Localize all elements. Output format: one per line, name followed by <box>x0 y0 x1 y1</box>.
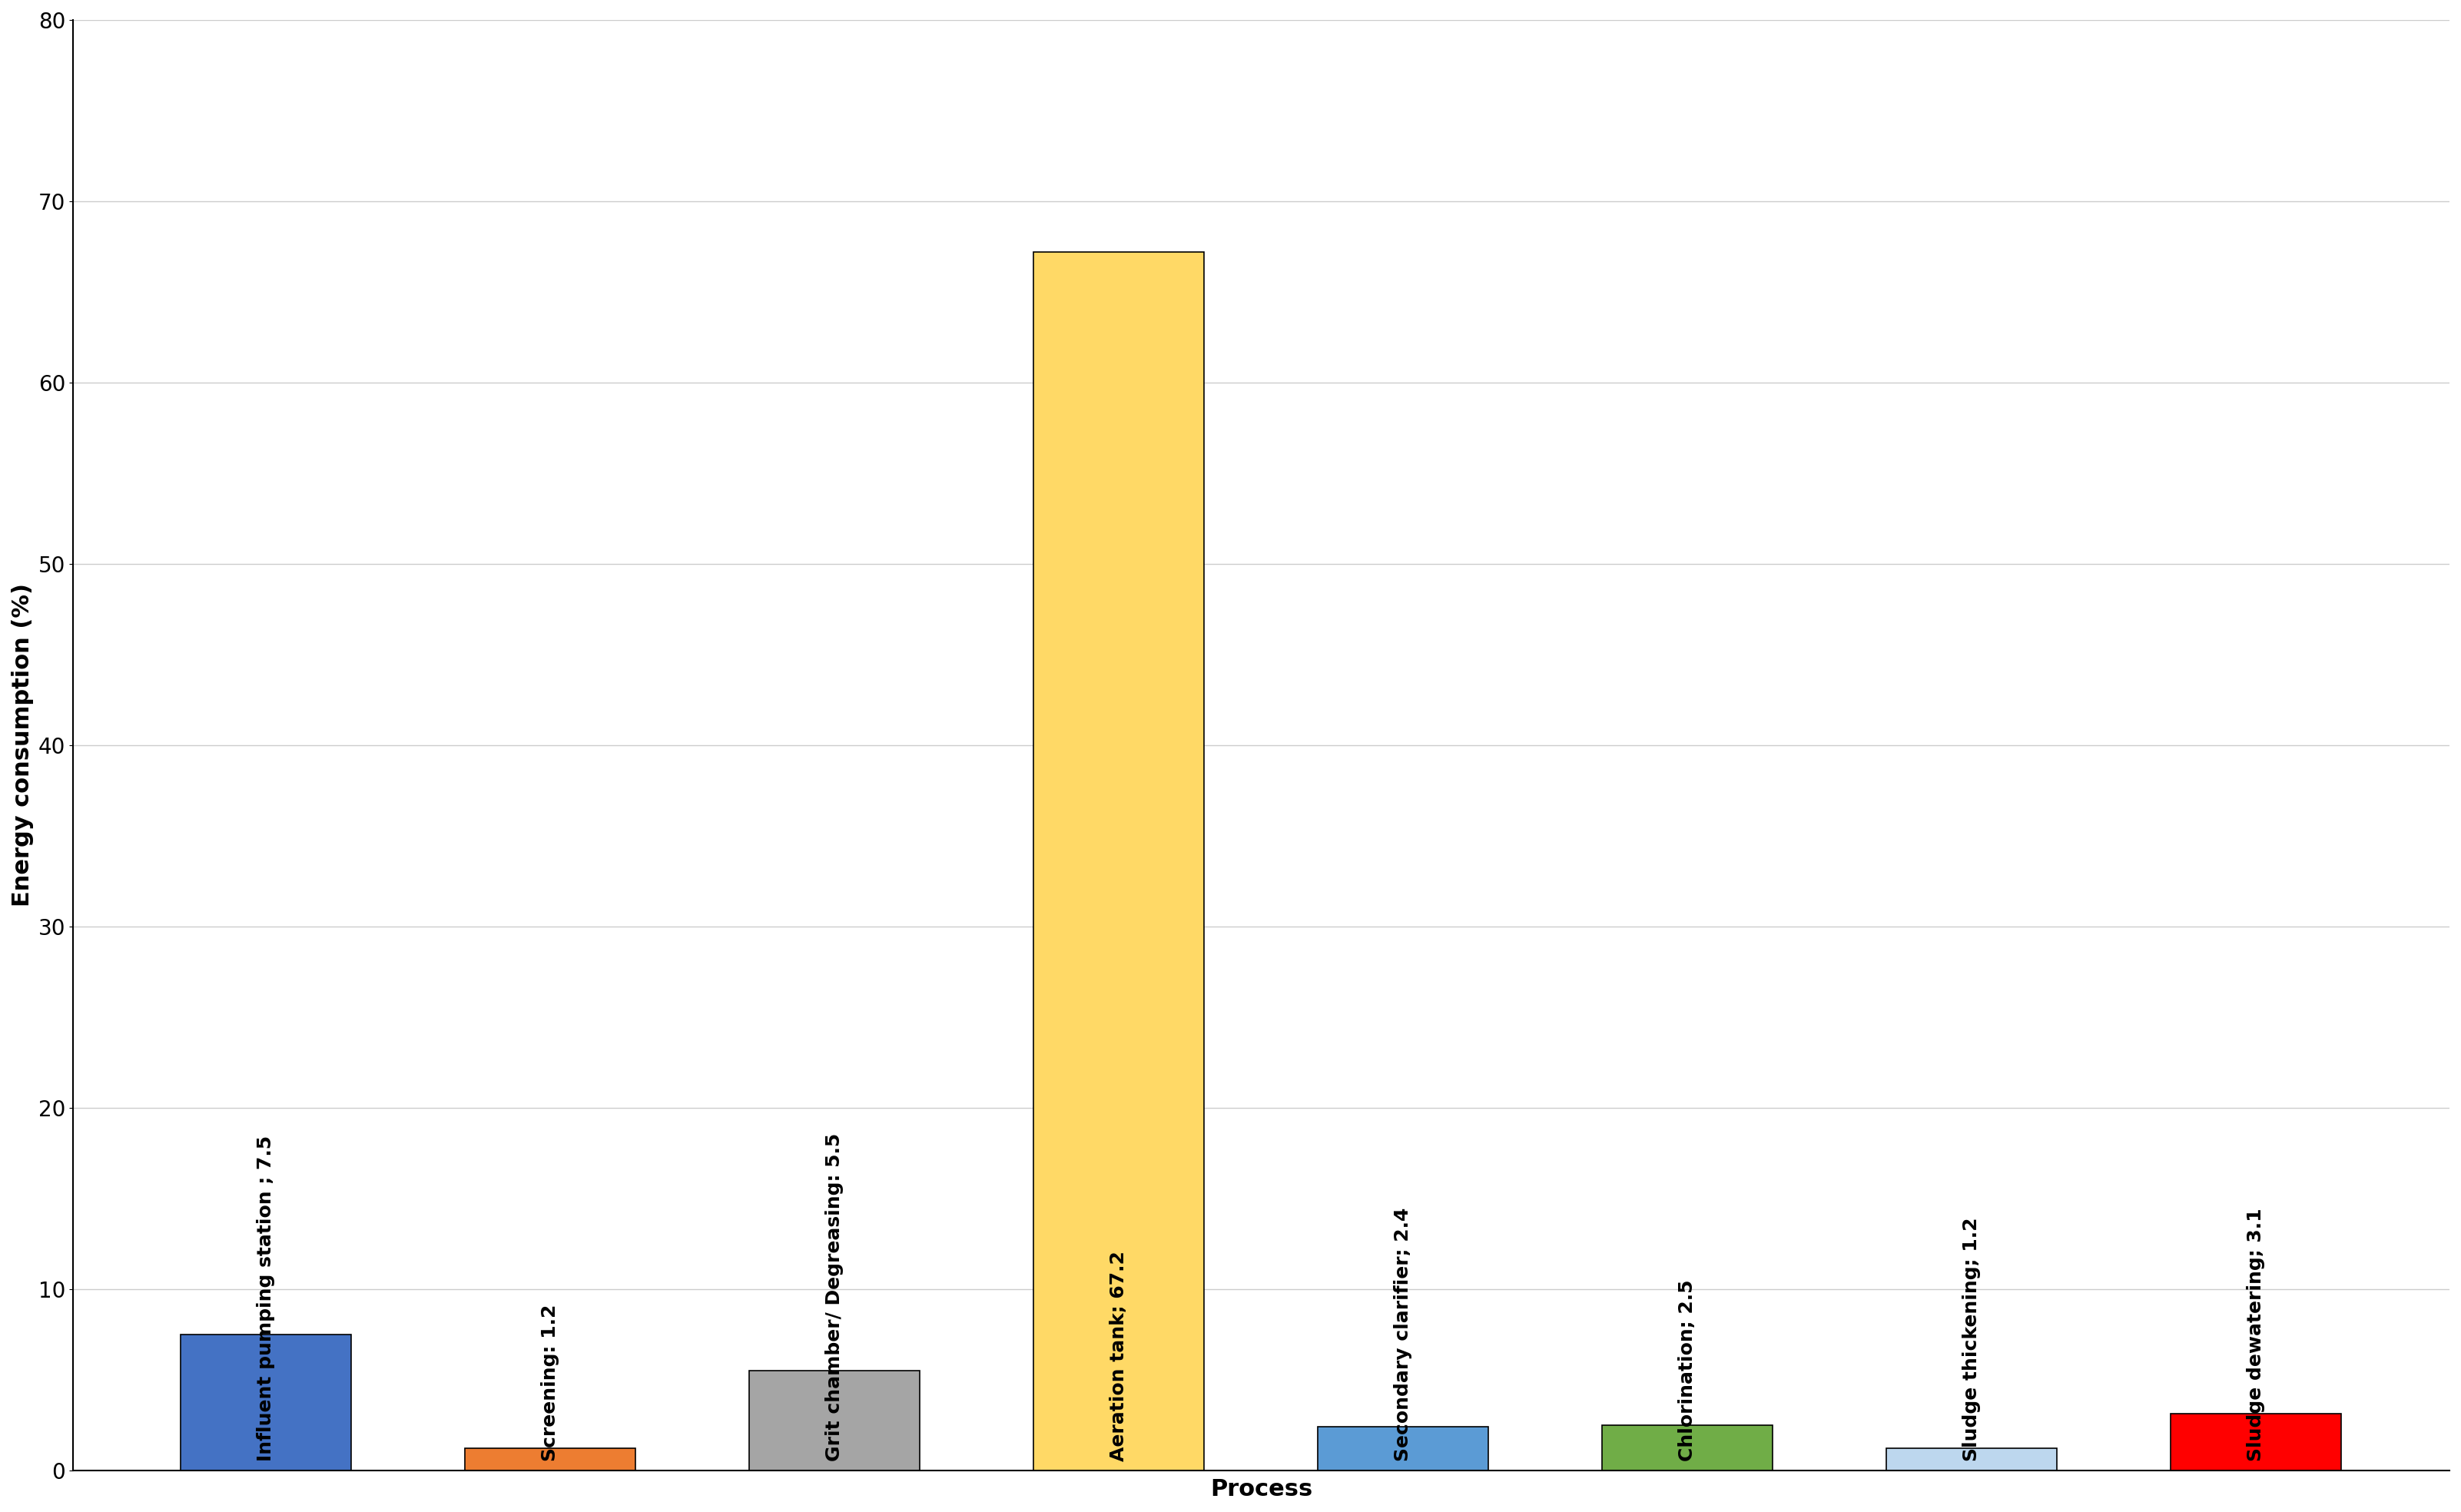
Bar <box>1602 1424 1772 1470</box>
Y-axis label: Energy consumption (%): Energy consumption (%) <box>12 584 34 907</box>
Text: Influent pumping station ; 7.5: Influent pumping station ; 7.5 <box>256 1136 276 1461</box>
Text: Chlorination; 2.5: Chlorination; 2.5 <box>1678 1279 1696 1461</box>
Bar <box>751 1370 920 1470</box>
Text: Screening: 1.2: Screening: 1.2 <box>541 1305 559 1461</box>
Bar <box>465 1448 635 1470</box>
Text: Grit chamber/ Degreasing: 5.5: Grit chamber/ Degreasing: 5.5 <box>824 1132 844 1461</box>
Text: Sludge thickening; 1.2: Sludge thickening; 1.2 <box>1964 1217 1981 1461</box>
Bar <box>180 1334 352 1470</box>
Bar <box>1888 1448 2057 1470</box>
X-axis label: Process: Process <box>1211 1479 1312 1500</box>
Text: Secondary clarifier; 2.4: Secondary clarifier; 2.4 <box>1393 1207 1413 1461</box>
Text: Sludge dewatering; 3.1: Sludge dewatering; 3.1 <box>2247 1208 2267 1461</box>
Bar <box>2171 1414 2340 1470</box>
Bar <box>1319 1427 1489 1470</box>
Bar <box>1034 253 1203 1470</box>
Text: Aeration tank; 67.2: Aeration tank; 67.2 <box>1110 1250 1127 1461</box>
